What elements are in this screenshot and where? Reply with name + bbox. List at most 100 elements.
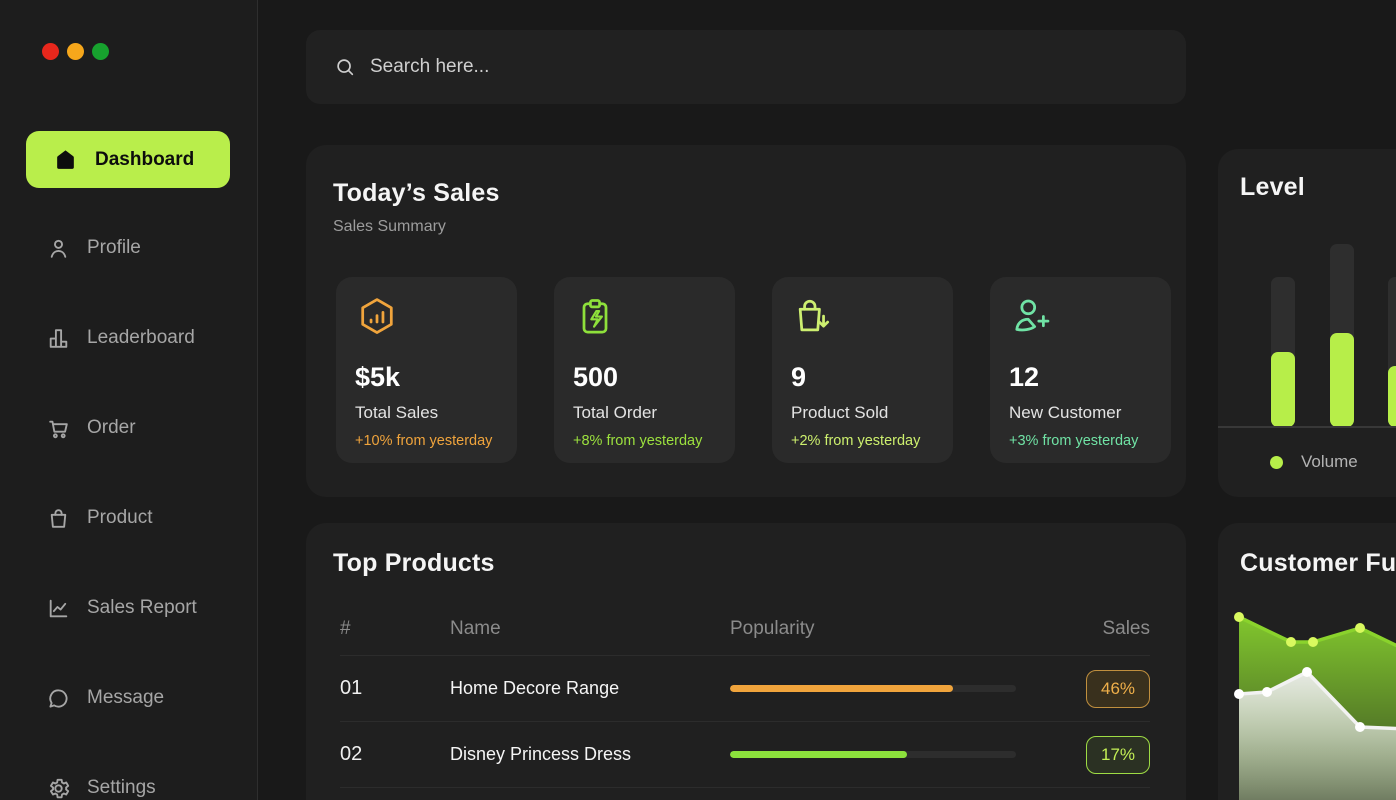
data-point-marker: [1234, 612, 1244, 622]
level-legend: Volume: [1270, 452, 1358, 472]
customer-fulfillment-card: Customer Fulfillment: [1218, 523, 1396, 800]
search-input[interactable]: [370, 56, 1158, 78]
data-point-marker: [1234, 689, 1244, 699]
minimize-window-button[interactable]: [67, 43, 84, 60]
sidebar-item-leaderboard[interactable]: Leaderboard: [0, 293, 257, 383]
settings-icon: [46, 776, 71, 800]
window-controls: [42, 43, 109, 60]
stat-value: 500: [573, 362, 619, 392]
sidebar-item-label: Settings: [87, 777, 156, 798]
table-body: 01 Home Decore Range 46% 02 Disney Princess …: [340, 656, 1150, 788]
stat-value: 9: [791, 362, 807, 392]
sidebar-item-label: Product: [87, 507, 153, 528]
stat-label: Total Order: [573, 403, 658, 422]
search-bar[interactable]: [306, 30, 1186, 104]
stat-delta: +2% from yesterday: [791, 433, 921, 449]
todays-sales-card: Today’s Sales Sales Summary $5k Total Sal…: [306, 145, 1186, 497]
sidebar-item-label: Order: [87, 417, 136, 438]
sidebar-nav: Dashboard Profile Leaderboard Order Product S…: [0, 131, 257, 800]
data-point-marker: [1355, 623, 1365, 633]
home-icon: [53, 147, 78, 172]
sidebar-item-profile[interactable]: Profile: [0, 203, 257, 293]
stat-delta: +8% from yesterday: [573, 433, 703, 449]
sidebar-item-label: Sales Report: [87, 597, 197, 618]
zoom-window-button[interactable]: [92, 43, 109, 60]
data-point-marker: [1286, 637, 1296, 647]
user-icon: [46, 236, 71, 261]
sales-report-icon: [46, 596, 71, 621]
message-icon: [46, 686, 71, 711]
stats-row: $5k Total Sales +10% from yesterday 500 Tota…: [336, 277, 1171, 463]
volume-legend-dot: [1270, 455, 1283, 469]
leaderboard-icon: [46, 326, 71, 351]
popularity-bar-fill: [730, 751, 908, 758]
stat-card-total-order[interactable]: 500 Total Order +8% from yesterday: [554, 277, 735, 463]
product-sold-icon: [791, 295, 835, 339]
cart-icon: [46, 416, 71, 441]
sidebar: Dashboard Profile Leaderboard Order Product S…: [0, 0, 258, 800]
stat-card-new-customer[interactable]: 12 New Customer +3% from yesterday: [990, 277, 1171, 463]
column-sales: Sales: [1102, 618, 1150, 639]
sidebar-item-label: Leaderboard: [87, 327, 195, 348]
data-point-marker: [1355, 722, 1365, 732]
table-header-row: # Name Popularity Sales: [340, 603, 1150, 656]
sales-badge: 46%: [1086, 669, 1150, 708]
stat-delta: +3% from yesterday: [1009, 433, 1139, 449]
stat-card-total-sales[interactable]: $5k Total Sales +10% from yesterday: [336, 277, 517, 463]
close-window-button[interactable]: [42, 43, 59, 60]
top-products-card: Top Products # Name Popularity Sales 01 H…: [306, 523, 1186, 800]
stat-delta: +10% from yesterday: [355, 433, 493, 449]
sidebar-item-product[interactable]: Product: [0, 473, 257, 563]
sales-summary-subtitle: Sales Summary: [333, 218, 446, 235]
level-card: Level Volume: [1218, 149, 1396, 497]
stat-label: New Customer: [1009, 403, 1122, 422]
area-fill-lower: [1239, 672, 1396, 800]
total-order-icon: [573, 295, 617, 339]
level-bar-chart: [1218, 149, 1396, 427]
column-name: Name: [450, 618, 501, 639]
sidebar-item-dashboard[interactable]: Dashboard: [26, 131, 230, 188]
sidebar-item-sales-report[interactable]: Sales Report: [0, 563, 257, 653]
popularity-bar-fill: [730, 685, 954, 692]
popularity-bar: [730, 685, 1016, 692]
sidebar-item-message[interactable]: Message: [0, 653, 257, 743]
sidebar-item-order[interactable]: Order: [0, 383, 257, 473]
bag-icon: [46, 506, 71, 531]
level-title: Level: [1240, 173, 1305, 201]
stat-label: Product Sold: [791, 403, 889, 422]
row-number: 01: [340, 677, 363, 699]
top-products-table: # Name Popularity Sales 01 Home Decore Ra…: [340, 603, 1150, 788]
sidebar-item-label: Profile: [87, 237, 141, 258]
level-bar-volume-3: [1388, 366, 1396, 427]
data-point-marker: [1302, 667, 1312, 677]
row-number: 02: [340, 743, 363, 765]
level-bar-total-3: [1388, 277, 1396, 427]
stat-card-product-sold[interactable]: 9 Product Sold +2% from yesterday: [772, 277, 953, 463]
search-icon: [334, 56, 356, 78]
top-products-title: Top Products: [333, 549, 495, 577]
new-customer-icon: [1009, 295, 1053, 339]
stat-label: Total Sales: [355, 403, 439, 422]
popularity-bar: [730, 751, 1016, 758]
volume-legend-label: Volume: [1301, 452, 1358, 471]
data-point-marker: [1308, 637, 1318, 647]
stat-value: $5k: [355, 362, 401, 392]
sidebar-item-label: Dashboard: [95, 148, 195, 170]
product-name: Disney Princess Dress: [450, 744, 632, 764]
customer-fulfillment-area-chart: [1234, 612, 1396, 800]
column-number: #: [340, 618, 351, 639]
product-name: Home Decore Range: [450, 678, 620, 698]
level-bar-volume-1: [1271, 352, 1295, 427]
todays-sales-title: Today’s Sales: [333, 179, 500, 207]
data-point-marker: [1262, 687, 1272, 697]
table-row-home-decore-range[interactable]: 01 Home Decore Range 46%: [340, 656, 1150, 722]
customer-fulfillment-title: Customer Fulfillment: [1240, 549, 1396, 577]
table-row-disney-princess-dress[interactable]: 02 Disney Princess Dress 17%: [340, 722, 1150, 788]
column-popularity: Popularity: [730, 618, 815, 639]
total-sales-icon: [355, 295, 399, 339]
sidebar-item-settings[interactable]: Settings: [0, 743, 257, 800]
level-axis-line: [1218, 426, 1396, 428]
sidebar-item-label: Message: [87, 687, 165, 708]
sales-badge: 17%: [1086, 735, 1150, 774]
